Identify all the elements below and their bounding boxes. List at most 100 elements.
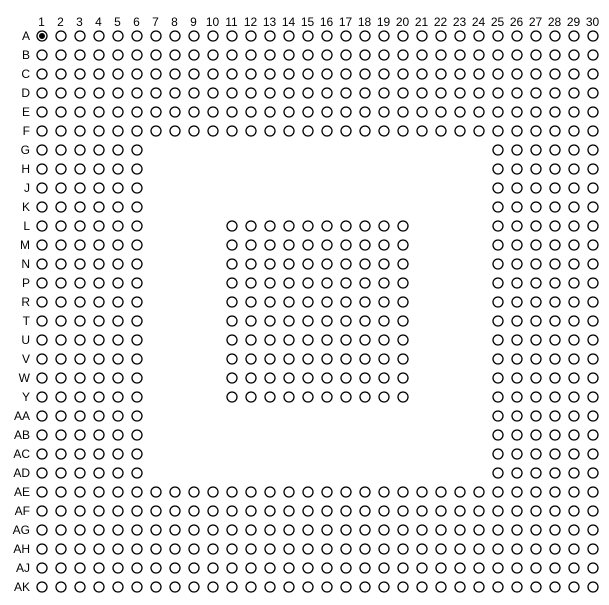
pin-circle	[374, 369, 393, 388]
pin-circle	[279, 103, 298, 122]
pin-circle	[108, 407, 127, 426]
empty-cell	[412, 407, 431, 426]
empty-cell	[298, 141, 317, 160]
pin-circle	[583, 312, 602, 331]
pin-circle	[203, 502, 222, 521]
pin-circle	[469, 103, 488, 122]
empty-cell	[279, 198, 298, 217]
pin-circle	[583, 350, 602, 369]
empty-cell	[374, 179, 393, 198]
pin-circle	[507, 350, 526, 369]
empty-cell	[412, 312, 431, 331]
empty-cell	[184, 445, 203, 464]
pin-circle	[127, 521, 146, 540]
pin-circle	[336, 331, 355, 350]
pin-circle	[279, 483, 298, 502]
pin-circle	[127, 426, 146, 445]
pin-circle	[108, 483, 127, 502]
row-header: Y	[8, 388, 32, 407]
pin-a1-marked	[32, 27, 51, 46]
empty-cell	[260, 445, 279, 464]
empty-cell	[336, 464, 355, 483]
pin-circle	[374, 312, 393, 331]
pin-circle	[488, 312, 507, 331]
pin-circle	[222, 369, 241, 388]
empty-cell	[431, 312, 450, 331]
pin-circle	[526, 350, 545, 369]
pin-circle	[241, 46, 260, 65]
pin-circle	[412, 103, 431, 122]
pin-circle	[108, 141, 127, 160]
pin-circle	[317, 217, 336, 236]
pin-circle	[336, 312, 355, 331]
pin-circle	[317, 312, 336, 331]
pin-circle	[279, 521, 298, 540]
pin-circle	[70, 103, 89, 122]
pin-circle	[146, 578, 165, 597]
pin-circle	[336, 483, 355, 502]
pin-circle	[70, 255, 89, 274]
pin-circle	[241, 559, 260, 578]
pin-circle	[526, 293, 545, 312]
pin-circle	[374, 540, 393, 559]
pin-circle	[412, 578, 431, 597]
row-header: E	[8, 103, 32, 122]
empty-cell	[146, 312, 165, 331]
empty-cell	[298, 160, 317, 179]
pin-circle	[488, 426, 507, 445]
pin-circle	[51, 521, 70, 540]
empty-cell	[450, 312, 469, 331]
pin-circle	[51, 217, 70, 236]
pin-circle	[526, 198, 545, 217]
grid-row: K	[8, 198, 602, 217]
pin-circle	[127, 293, 146, 312]
pin-circle	[241, 540, 260, 559]
pin-circle	[507, 559, 526, 578]
row-header: K	[8, 198, 32, 217]
pin-circle	[583, 540, 602, 559]
grid-row: AJ	[8, 559, 602, 578]
pin-grid-diagram: 1234567891011121314151617181920212223242…	[8, 8, 602, 597]
pin-circle	[355, 84, 374, 103]
pin-circle	[336, 388, 355, 407]
pin-circle	[165, 578, 184, 597]
empty-cell	[146, 464, 165, 483]
pin-circle	[70, 350, 89, 369]
empty-cell	[317, 426, 336, 445]
pin-circle	[279, 27, 298, 46]
pin-circle	[336, 46, 355, 65]
pin-circle	[507, 464, 526, 483]
pin-circle	[545, 255, 564, 274]
empty-cell	[412, 179, 431, 198]
pin-circle	[108, 578, 127, 597]
pin-circle	[317, 540, 336, 559]
pin-circle	[146, 122, 165, 141]
pin-circle	[298, 65, 317, 84]
empty-cell	[279, 160, 298, 179]
pin-circle	[526, 236, 545, 255]
empty-cell	[203, 198, 222, 217]
pin-circle	[545, 369, 564, 388]
pin-circle	[89, 350, 108, 369]
empty-cell	[450, 160, 469, 179]
pin-circle	[507, 255, 526, 274]
empty-cell	[146, 331, 165, 350]
empty-cell	[260, 426, 279, 445]
pin-circle	[545, 312, 564, 331]
pin-circle	[393, 331, 412, 350]
empty-cell	[222, 179, 241, 198]
empty-cell	[355, 464, 374, 483]
pin-circle	[165, 521, 184, 540]
row-header: U	[8, 331, 32, 350]
pin-circle	[51, 388, 70, 407]
empty-cell	[469, 141, 488, 160]
pin-circle	[184, 521, 203, 540]
pin-circle	[583, 274, 602, 293]
pin-circle	[488, 255, 507, 274]
pin-circle	[70, 141, 89, 160]
empty-cell	[469, 445, 488, 464]
pin-circle	[355, 274, 374, 293]
pin-circle	[203, 578, 222, 597]
pin-circle	[526, 388, 545, 407]
pin-circle	[583, 160, 602, 179]
